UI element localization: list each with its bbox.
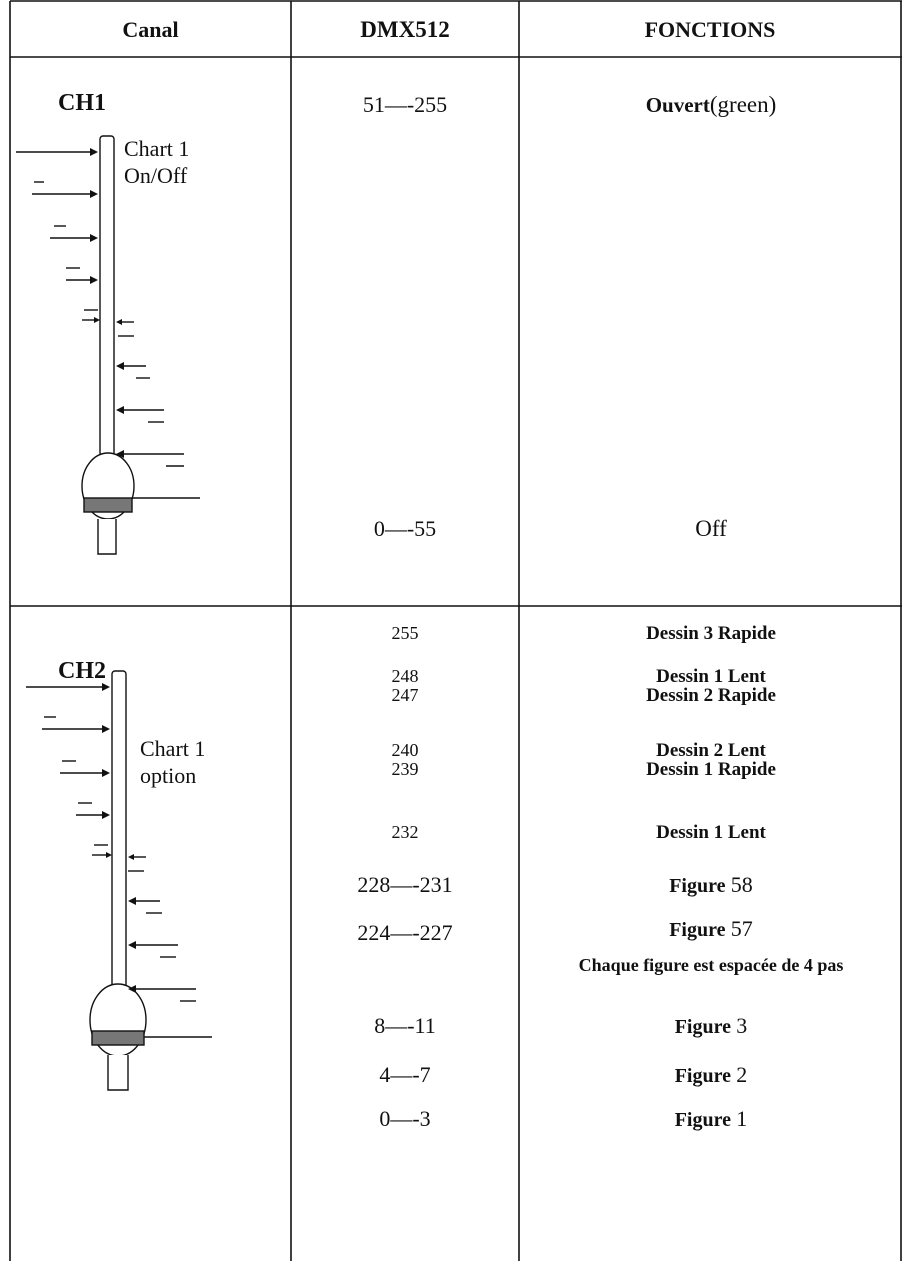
ch1-title: CH1 (58, 90, 106, 116)
ch2-fn-figure-57-num: 57 (730, 916, 753, 941)
ch1-fader-label-line2: On/Off (124, 163, 188, 188)
ch1-fn-open-color: (green) (709, 92, 777, 117)
ch2-dmx-239: 239 (391, 759, 419, 779)
ch2-fn-figure-2: Figure 2 (520, 1062, 902, 1088)
ch2-fn-figure-1-num: 1 (736, 1106, 748, 1131)
ch2-dmx-224-227: 224—-227 (357, 920, 453, 945)
ch2-fader-label: Chart 1 option (140, 735, 205, 789)
ch2-fn-232: Dessin 1 Lent (656, 822, 766, 843)
ch2-fn-248: Dessin 1 Lent (656, 666, 766, 687)
ch2-fn-figure-57: Figure 57 (520, 916, 902, 942)
ch1-fader-label-line1: Chart 1 (124, 136, 190, 161)
header-fonctions: FONCTIONS (644, 17, 776, 42)
ch1-fn-open-label: Ouvert (645, 93, 710, 117)
ch2-dmx-240: 240 (391, 740, 419, 760)
ch2-dmx-232: 232 (391, 822, 419, 842)
ch1-fn-open: Ouvert(green) (520, 92, 902, 118)
ch2-title: CH2 (58, 658, 106, 684)
ch2-fn-figure-2-num: 2 (736, 1062, 748, 1087)
ch2-dmx-228-231: 228—-231 (357, 872, 453, 897)
ch2-dmx-247: 247 (391, 685, 419, 705)
ch1-fn-off: Off (695, 516, 727, 541)
ch2-dmx-8-11: 8—-11 (374, 1013, 436, 1038)
ch1-fader-label: Chart 1 On/Off (124, 135, 189, 189)
ch2-fader-diagram (26, 670, 212, 1091)
ch2-fader-label-line2: option (140, 763, 197, 788)
ch2-fn-247: Dessin 2 Rapide (646, 685, 776, 706)
ch2-fn-figure-58-num: 58 (730, 872, 753, 897)
ch1-dmx-off: 0—-55 (373, 516, 437, 541)
ch2-fn-figure-3-label: Figure (674, 1016, 732, 1038)
ch2-fn-figure-1-label: Figure (674, 1109, 732, 1131)
ch1-dmx-open: 51—-255 (362, 92, 448, 117)
ch2-fn-figure-1: Figure 1 (520, 1106, 902, 1132)
ch2-fn-figure-58: Figure 58 (520, 872, 902, 898)
ch2-fn-figure-58-label: Figure (669, 875, 726, 897)
ch2-fn-240: Dessin 2 Lent (656, 740, 766, 761)
ch2-fn-figure-3: Figure 3 (520, 1013, 902, 1039)
ch2-fn-figure-57-label: Figure (669, 919, 726, 941)
ch2-step-note: Chaque figure est espacée de 4 pas (578, 955, 844, 975)
ch2-fn-figure-2-label: Figure (674, 1065, 732, 1087)
ch2-fn-255: Dessin 3 Rapide (646, 623, 776, 644)
ch2-dmx-0-3: 0—-3 (379, 1106, 431, 1131)
ch2-dmx-4-7: 4—-7 (379, 1062, 431, 1087)
ch2-fn-239: Dessin 1 Rapide (646, 759, 776, 780)
header-dmx512: DMX512 (360, 17, 450, 42)
header-canal: Canal (122, 17, 179, 42)
ch2-dmx-255: 255 (391, 623, 419, 643)
ch2-fn-figure-3-num: 3 (736, 1013, 748, 1038)
ch1-fader-diagram (16, 135, 200, 555)
ch2-dmx-248: 248 (391, 666, 419, 686)
ch2-fader-label-line1: Chart 1 (140, 736, 206, 761)
